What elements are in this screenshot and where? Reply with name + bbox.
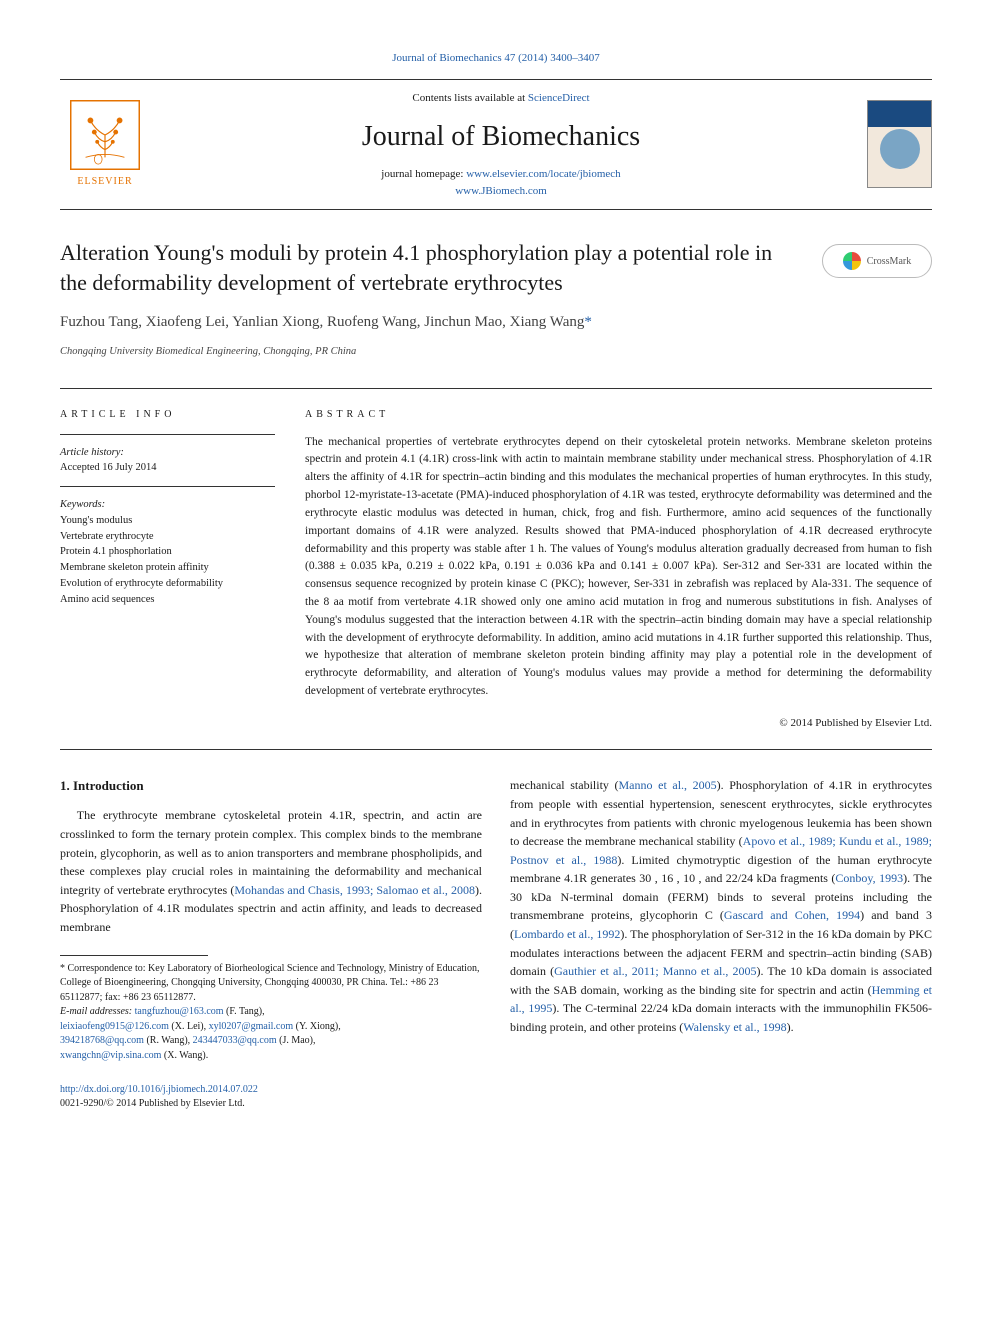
citation-link[interactable]: Lombardo et al., 1992 bbox=[514, 927, 620, 941]
correspondence-text: * Correspondence to: Key Laboratory of B… bbox=[60, 962, 482, 1006]
para-text: mechanical stability ( bbox=[510, 778, 619, 792]
abstract-heading: ABSTRACT bbox=[305, 407, 932, 422]
keyword: Young's modulus bbox=[60, 513, 275, 529]
article-info-heading: ARTICLE INFO bbox=[60, 407, 275, 422]
left-column: 1. Introduction The erythrocyte membrane… bbox=[60, 776, 482, 1111]
cover-thumb-icon bbox=[867, 100, 932, 188]
section-heading: 1. Introduction bbox=[60, 776, 482, 796]
email-name: (Y. Xiong), bbox=[293, 1021, 341, 1032]
email-name: (R. Wang), bbox=[144, 1035, 193, 1046]
keyword: Vertebrate erythrocyte bbox=[60, 529, 275, 545]
info-divider bbox=[60, 434, 275, 435]
info-divider bbox=[60, 486, 275, 487]
para-text: ). bbox=[787, 1020, 794, 1034]
crossmark-badge[interactable]: CrossMark bbox=[822, 244, 932, 278]
accepted-date: Accepted 16 July 2014 bbox=[60, 460, 275, 476]
abstract-text: The mechanical properties of vertebrate … bbox=[305, 434, 932, 701]
abstract: ABSTRACT The mechanical properties of ve… bbox=[305, 407, 932, 732]
doi-link[interactable]: http://dx.doi.org/10.1016/j.jbiomech.201… bbox=[60, 1083, 482, 1097]
elsevier-tree-icon bbox=[70, 100, 140, 170]
abstract-copyright: © 2014 Published by Elsevier Ltd. bbox=[305, 715, 932, 732]
citation-link[interactable]: Manno et al., 2005 bbox=[619, 778, 717, 792]
email-link[interactable]: 394218768@qq.com bbox=[60, 1035, 144, 1046]
email-link[interactable]: leixiaofeng0915@126.com bbox=[60, 1021, 169, 1032]
homepage-line: journal homepage: www.elsevier.com/locat… bbox=[150, 166, 852, 199]
article-title: Alteration Young's moduli by protein 4.1… bbox=[60, 238, 802, 297]
article-info: ARTICLE INFO Article history: Accepted 1… bbox=[60, 407, 275, 732]
info-abstract-row: ARTICLE INFO Article history: Accepted 1… bbox=[60, 388, 932, 751]
title-row: Alteration Young's moduli by protein 4.1… bbox=[60, 238, 932, 311]
body-paragraph: mechanical stability (Manno et al., 2005… bbox=[510, 776, 932, 1036]
right-column: mechanical stability (Manno et al., 2005… bbox=[510, 776, 932, 1111]
keywords-label: Keywords: bbox=[60, 497, 275, 513]
publisher-logo[interactable]: ELSEVIER bbox=[60, 100, 150, 189]
email-link[interactable]: 243447033@qq.com bbox=[193, 1035, 277, 1046]
citation-header: Journal of Biomechanics 47 (2014) 3400–3… bbox=[60, 50, 932, 67]
crossmark-icon bbox=[843, 252, 861, 270]
footnote-rule bbox=[60, 955, 208, 956]
email-link[interactable]: xwangchn@vip.sina.com bbox=[60, 1050, 161, 1061]
homepage-link-1[interactable]: www.elsevier.com/locate/jbiomech bbox=[466, 168, 620, 180]
publisher-name: ELSEVIER bbox=[77, 174, 132, 189]
keyword: Evolution of erythrocyte deformability bbox=[60, 576, 275, 592]
citation-link[interactable]: Walensky et al., 1998 bbox=[683, 1020, 786, 1034]
authors-list: Fuzhou Tang, Xiaofeng Lei, Yanlian Xiong… bbox=[60, 314, 584, 330]
citation-link[interactable]: Conboy, 1993 bbox=[835, 871, 903, 885]
header-center: Contents lists available at ScienceDirec… bbox=[150, 90, 852, 200]
corresponding-marker: * bbox=[584, 314, 592, 330]
email-name: (F. Tang), bbox=[224, 1006, 265, 1017]
article-page: Journal of Biomechanics 47 (2014) 3400–3… bbox=[0, 0, 992, 1151]
homepage-prefix: journal homepage: bbox=[381, 168, 466, 180]
email-label: E-mail addresses: bbox=[60, 1006, 135, 1017]
keyword: Amino acid sequences bbox=[60, 592, 275, 608]
email-link[interactable]: xyl0207@gmail.com bbox=[209, 1021, 293, 1032]
affiliation: Chongqing University Biomedical Engineer… bbox=[60, 344, 932, 360]
contents-line: Contents lists available at ScienceDirec… bbox=[150, 90, 852, 107]
email-name: (X. Lei), bbox=[169, 1021, 209, 1032]
citation-link[interactable]: Mohandas and Chasis, 1993; Salomao et al… bbox=[234, 883, 475, 897]
authors-line: Fuzhou Tang, Xiaofeng Lei, Yanlian Xiong… bbox=[60, 311, 932, 334]
crossmark-label: CrossMark bbox=[867, 254, 911, 269]
journal-cover bbox=[852, 100, 932, 188]
email-name: (X. Wang). bbox=[161, 1050, 208, 1061]
sciencedirect-link[interactable]: ScienceDirect bbox=[528, 92, 590, 104]
email-name: (J. Mao), bbox=[277, 1035, 316, 1046]
keyword: Protein 4.1 phosphorlation bbox=[60, 544, 275, 560]
email-addresses: E-mail addresses: tangfuzhou@163.com (F.… bbox=[60, 1005, 482, 1063]
citation-link[interactable]: Gascard and Cohen, 1994 bbox=[724, 908, 860, 922]
correspondence-footnote: * Correspondence to: Key Laboratory of B… bbox=[60, 962, 482, 1064]
email-link[interactable]: tangfuzhou@163.com bbox=[135, 1006, 224, 1017]
journal-header: ELSEVIER Contents lists available at Sci… bbox=[60, 79, 932, 211]
keyword: Membrane skeleton protein affinity bbox=[60, 560, 275, 576]
issn-line: 0021-9290/© 2014 Published by Elsevier L… bbox=[60, 1097, 482, 1111]
doi-block: http://dx.doi.org/10.1016/j.jbiomech.201… bbox=[60, 1083, 482, 1111]
body-paragraph: The erythrocyte membrane cytoskeletal pr… bbox=[60, 806, 482, 936]
history-label: Article history: bbox=[60, 445, 275, 461]
contents-prefix: Contents lists available at bbox=[412, 92, 527, 104]
homepage-link-2[interactable]: www.JBiomech.com bbox=[455, 185, 547, 197]
citation-link[interactable]: Gauthier et al., 2011; Manno et al., 200… bbox=[554, 964, 756, 978]
journal-name: Journal of Biomechanics bbox=[150, 116, 852, 158]
body-columns: 1. Introduction The erythrocyte membrane… bbox=[60, 776, 932, 1111]
